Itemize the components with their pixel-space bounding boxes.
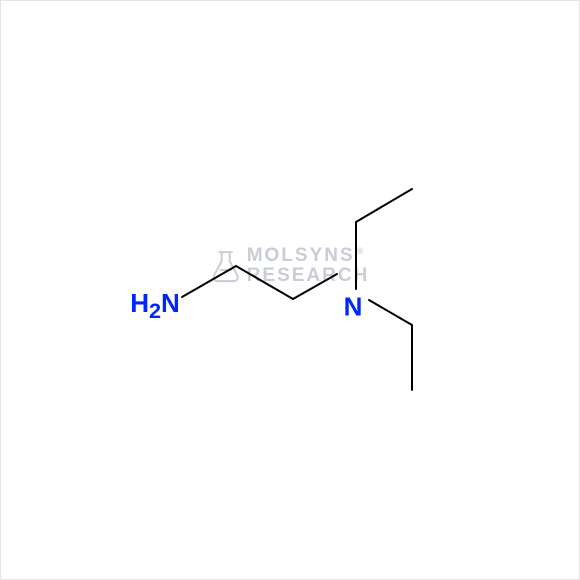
atom-label-N: N (344, 292, 363, 323)
bond (369, 300, 412, 325)
molecule-bonds (0, 0, 580, 580)
bond (356, 189, 412, 222)
atom-label-NH2: H2N (130, 288, 180, 324)
bond (293, 274, 337, 299)
bond (236, 266, 293, 299)
bond (182, 266, 236, 297)
